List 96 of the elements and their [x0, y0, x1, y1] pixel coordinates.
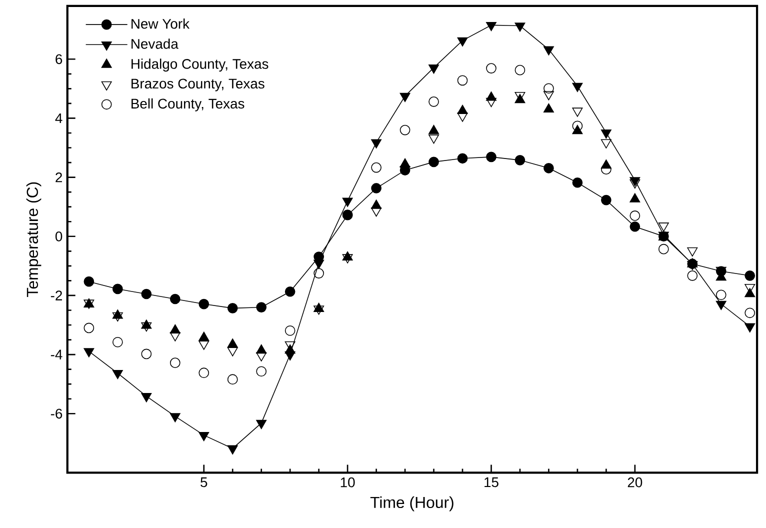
point [284, 286, 296, 297]
point [457, 75, 468, 86]
y-tick-label: -4 [50, 350, 62, 360]
point [198, 298, 210, 309]
point [112, 284, 123, 294]
y-axis-title: Temperature (C) [26, 182, 42, 297]
point [600, 139, 612, 148]
point [658, 244, 669, 254]
point [601, 164, 612, 174]
point [400, 124, 410, 135]
point [112, 312, 123, 322]
x-tick-label: 10 [340, 477, 355, 488]
point [141, 348, 152, 359]
point [227, 347, 238, 356]
point [544, 162, 554, 174]
legend-label: Brazos County, Texas [132, 78, 264, 92]
y-tick-label: 2 [56, 172, 62, 182]
point [630, 179, 640, 188]
point [600, 129, 612, 138]
point [400, 92, 410, 102]
y-tick-label: 4 [55, 113, 62, 123]
point [486, 98, 496, 107]
legend-label: Bell County, Texas [132, 98, 244, 112]
point [198, 432, 210, 441]
point [198, 340, 210, 350]
point [716, 289, 726, 300]
point [112, 370, 123, 379]
point [314, 260, 324, 269]
x-axis-title: Time (Hour) [370, 496, 454, 511]
point [170, 412, 180, 422]
point [457, 37, 468, 46]
point [514, 154, 526, 166]
point [543, 46, 554, 56]
y-tick-label: -6 [50, 408, 62, 418]
point [428, 64, 439, 74]
point [256, 420, 267, 429]
point [84, 276, 94, 287]
point [428, 96, 439, 107]
legend-label: New York [132, 18, 190, 29]
point [544, 82, 554, 94]
point [601, 194, 612, 206]
point [486, 62, 496, 74]
point [141, 288, 152, 299]
point [256, 352, 267, 362]
point [141, 322, 152, 332]
point [170, 332, 180, 342]
point [687, 247, 698, 256]
point [572, 177, 583, 188]
point [170, 357, 180, 368]
point [572, 120, 583, 131]
point [630, 221, 640, 232]
point [514, 22, 526, 32]
point [687, 270, 698, 281]
point [227, 445, 238, 454]
point [371, 207, 382, 216]
point [342, 254, 353, 264]
point [84, 322, 94, 333]
point [112, 336, 123, 348]
point [227, 374, 238, 384]
legend-label: Hidalgo County, Texas [132, 58, 268, 72]
legend-label: Nevada [132, 38, 178, 49]
point [744, 308, 756, 318]
point [572, 82, 583, 92]
point [256, 366, 267, 376]
point [428, 134, 439, 144]
y-tick-label: 6 [56, 54, 62, 64]
point [486, 152, 496, 162]
point [572, 107, 583, 117]
point [284, 325, 296, 336]
point [314, 305, 324, 315]
x-tick-label: 20 [628, 477, 642, 488]
point [716, 300, 726, 310]
point [256, 302, 267, 312]
point [658, 222, 669, 232]
point [630, 210, 640, 221]
point [84, 348, 94, 358]
point [198, 367, 210, 378]
point [314, 268, 324, 278]
point [514, 64, 526, 76]
point [371, 139, 382, 148]
point [227, 302, 238, 314]
point [543, 90, 554, 100]
point [342, 198, 353, 207]
x-tick-label: 15 [484, 477, 498, 487]
point [457, 153, 468, 164]
point [630, 176, 640, 186]
point [371, 162, 382, 173]
point [371, 182, 382, 194]
point [428, 156, 439, 167]
point [486, 22, 496, 31]
point [457, 112, 468, 122]
y-tick-label: -2 [50, 290, 62, 300]
y-tick-label: 0 [55, 231, 62, 242]
x-tick-label: 5 [200, 477, 208, 487]
point [141, 392, 152, 402]
point [170, 294, 180, 304]
